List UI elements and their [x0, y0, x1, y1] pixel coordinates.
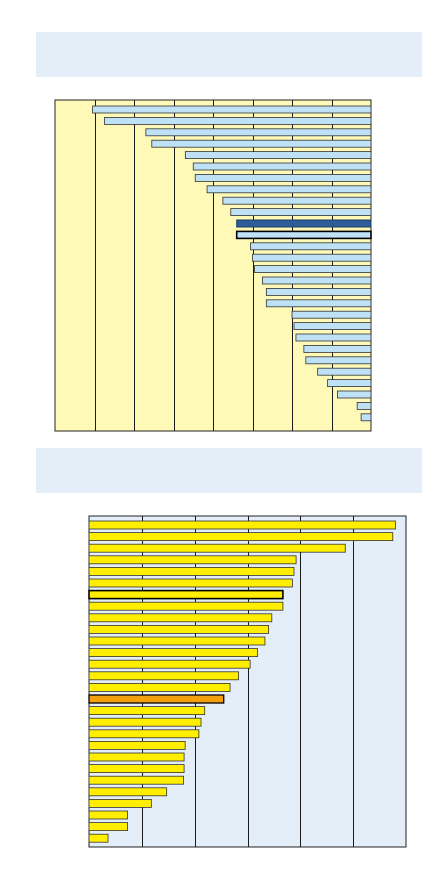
- chart-1-bar: [327, 379, 372, 388]
- chart-2-bar: [88, 729, 200, 739]
- chart-2-bar: [88, 567, 295, 576]
- chart-2-bar: [88, 601, 284, 611]
- chart-1-bar: [236, 219, 372, 228]
- chart-2-bar: [88, 822, 128, 831]
- chart-1-bar: [265, 287, 372, 296]
- chart-1-bar: [103, 117, 372, 125]
- chart-1-bar: [145, 128, 372, 137]
- chart-1-bar: [356, 401, 372, 410]
- chart-2-bar: [88, 555, 297, 565]
- chart-1-bar: [261, 276, 372, 285]
- chart-1-bar: [235, 230, 372, 240]
- chart-1-bar: [317, 367, 372, 376]
- chart-2-bar: [88, 706, 206, 715]
- chart-1-bar: [360, 413, 372, 422]
- chart-2-bar: [88, 810, 128, 820]
- chart-1-bar: [250, 242, 372, 251]
- chart-2-bar: [88, 694, 225, 704]
- chart-2-bar: [88, 520, 396, 530]
- chart-1-bar: [151, 139, 372, 148]
- chart-1-bar: [184, 151, 372, 160]
- chart-2-bar: [88, 717, 202, 727]
- chart-1-title-band: [36, 32, 422, 77]
- chart-2-bar: [88, 799, 152, 808]
- chart-1-bar: [305, 356, 372, 365]
- chart-2-bar: [88, 787, 168, 797]
- chart-2-bar: [88, 613, 273, 623]
- chart-2-bar: [88, 625, 270, 634]
- chart-2-bar: [88, 578, 293, 588]
- chart-1-bar: [293, 322, 372, 331]
- chart-1-bar: [222, 196, 372, 205]
- chart-2-bar: [88, 775, 184, 785]
- chart-2-bar: [88, 636, 266, 646]
- chart-2-bar: [88, 752, 185, 762]
- chart-1-bar: [291, 310, 372, 319]
- chart-2-bar: [88, 764, 185, 773]
- chart-2-bar: [88, 833, 109, 843]
- chart-2-title-band: [36, 448, 422, 493]
- chart-1-bar: [194, 173, 372, 182]
- chart-1-bar: [92, 105, 372, 114]
- chart-2-bar: [88, 543, 346, 553]
- chart-1-bar: [337, 390, 372, 399]
- chart-1-bar: [252, 253, 372, 262]
- chart-1-bar: [192, 162, 372, 171]
- chart-1-bar: [206, 185, 372, 194]
- chart-1-bar: [303, 344, 372, 353]
- chart-2-bar: [88, 741, 186, 750]
- chart-2-bar: [88, 671, 239, 681]
- chart-2-bar: [88, 589, 284, 600]
- chart-1-bar: [265, 299, 372, 308]
- chart-1-bar: [230, 208, 372, 217]
- chart-2-bar: [88, 532, 394, 541]
- chart-1-bar: [254, 265, 372, 274]
- chart-2-bar: [88, 659, 251, 669]
- chart-2-bar: [88, 683, 231, 692]
- chart-2-plot-area: [88, 515, 407, 848]
- chart-1-bar: [295, 333, 372, 342]
- chart-2-bar: [88, 648, 258, 657]
